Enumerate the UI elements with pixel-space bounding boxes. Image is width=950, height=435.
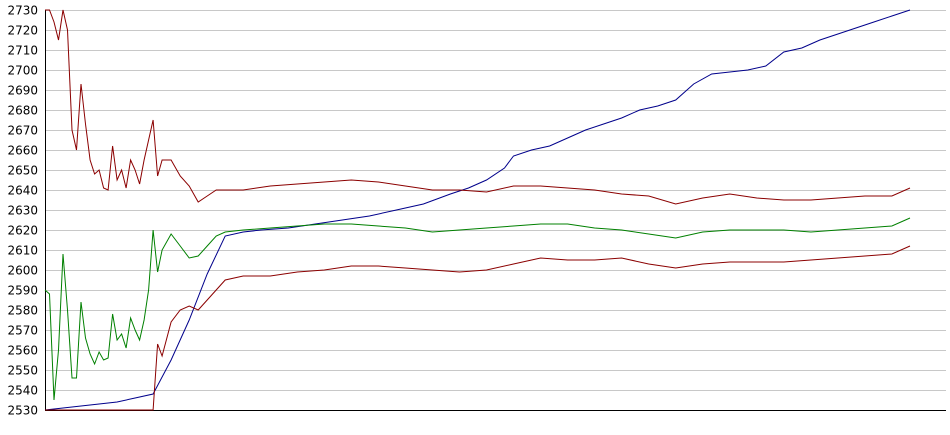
series-line-4 <box>45 245 911 411</box>
y-tick-label: 2600 <box>7 264 38 278</box>
y-tick-label: 2650 <box>7 164 38 178</box>
y-tick-label: 2660 <box>7 144 38 158</box>
series-lines <box>44 9 911 411</box>
grid-lines <box>45 10 946 411</box>
y-tick-label: 2580 <box>7 304 38 318</box>
y-tick-label: 2540 <box>7 384 38 398</box>
y-tick-label: 2680 <box>7 104 38 118</box>
y-tick-label: 2530 <box>7 404 38 418</box>
y-tick-label: 2570 <box>7 324 38 338</box>
y-tick-label: 2630 <box>7 204 38 218</box>
y-tick-labels: 2530 2540 2550 2560 2570 2580 2590 2600 2610 2620… <box>7 4 38 418</box>
y-tick-label: 2620 <box>7 224 38 238</box>
series-line-3 <box>44 217 911 401</box>
y-tick-label: 2690 <box>7 84 38 98</box>
y-tick-label: 2710 <box>7 44 38 58</box>
y-tick-label: 2720 <box>7 24 38 38</box>
y-tick-label: 2670 <box>7 124 38 138</box>
y-tick-label: 2730 <box>7 4 38 18</box>
series-line-2 <box>45 9 911 205</box>
y-tick-label: 2700 <box>7 64 38 78</box>
y-tick-label: 2610 <box>7 244 38 258</box>
y-tick-label: 2590 <box>7 284 38 298</box>
y-tick-label: 2550 <box>7 364 38 378</box>
y-tick-label: 2560 <box>7 344 38 358</box>
series-line-1 <box>44 9 911 411</box>
axes <box>45 10 946 411</box>
y-tick-label: 2640 <box>7 184 38 198</box>
